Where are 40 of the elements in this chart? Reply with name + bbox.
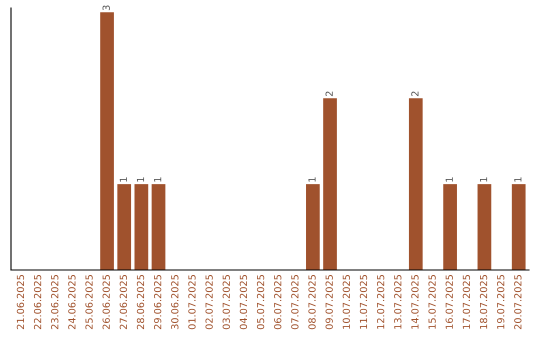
x-tick-label: 07.07.2025 [291,275,299,330]
data-label: 1 [120,177,127,182]
x-tick-label: 27.06.2025 [120,275,128,330]
x-tick-label: 05.07.2025 [256,275,264,330]
x-tick-label: 12.07.2025 [376,275,384,329]
data-label: 1 [514,177,522,182]
x-tick-label: 06.07.2025 [274,275,282,330]
data-label: 2 [411,92,418,96]
data-label: 1 [480,177,488,182]
data-label: 1 [136,177,144,182]
x-tick-label: 15.07.2025 [428,275,436,329]
data-label: 1 [308,177,316,182]
x-tick-label: 03.07.2025 [222,275,230,330]
x-tick-label: 02.07.2025 [205,275,213,330]
x-tick-label: 11.07.2025 [360,275,368,329]
x-tick-label: 20.07.2025 [514,275,522,330]
x-tick-label: 29.06.2025 [154,275,162,330]
x-tick-label: 26.06.2025 [102,275,110,330]
x-tick-label: 08.07.2025 [308,275,316,330]
x-tick-label: 28.06.2025 [136,275,144,330]
x-tick-label: 21.06.2025 [16,275,24,330]
data-label: 3 [102,6,110,10]
x-tick-label: 01.07.2025 [188,275,196,330]
x-tick-label: 23.06.2025 [51,275,58,330]
x-tick-label: 25.06.2025 [85,275,93,330]
data-label: 1 [154,177,162,182]
data-label: 2 [326,92,333,96]
x-tick-label: 09.07.2025 [326,275,333,330]
x-tick-label: 17.07.2025 [462,275,470,329]
data-label: 1 [446,177,453,182]
x-tick-label: 18.07.2025 [480,275,488,329]
x-tick-label: 14.07.2025 [411,275,419,329]
x-tick-label: 10.07.2025 [342,275,350,329]
x-tick-label: 16.07.2025 [446,275,453,329]
x-tick-label: 24.06.2025 [68,275,76,330]
x-tick-label: 22.06.2025 [34,275,42,330]
x-tick-label: 30.06.2025 [171,275,178,330]
x-tick-label: 04.07.2025 [240,275,248,330]
x-tick-label: 19.07.2025 [497,275,504,329]
x-tick-label: 13.07.2025 [394,275,402,329]
